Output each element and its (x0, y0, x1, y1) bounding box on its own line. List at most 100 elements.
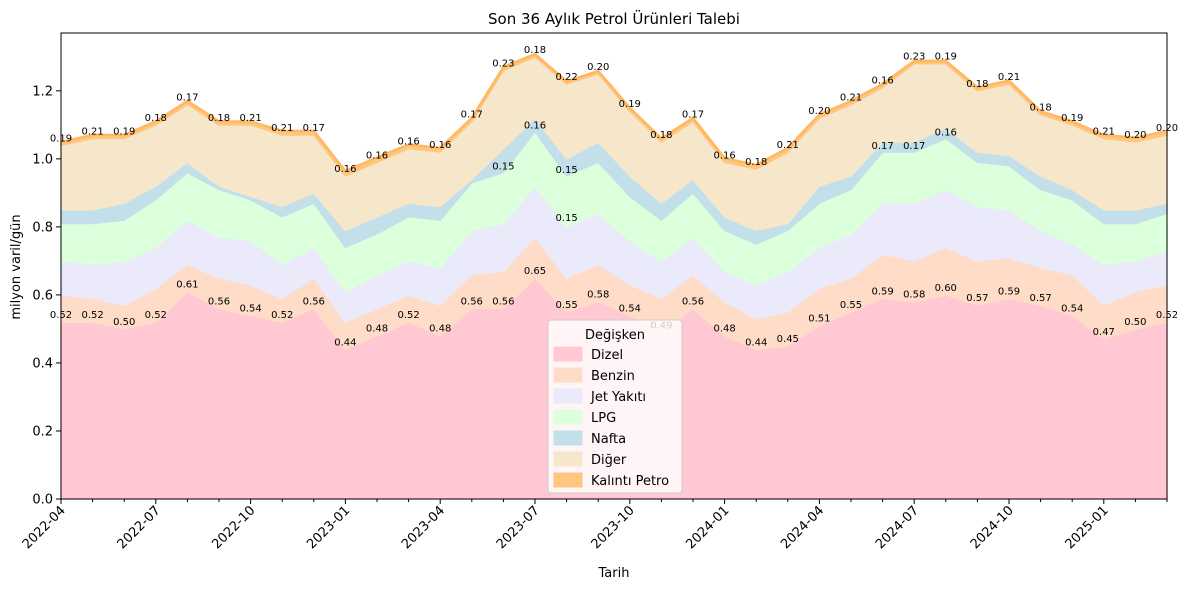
data-label: 0.17 (903, 141, 925, 152)
axes-frame (60, 32, 1168, 500)
legend-swatch-lpg (553, 409, 583, 425)
data-label: 0.20 (808, 106, 830, 117)
legend-entry-kalinti-petro: Kalıntı Petro (591, 474, 669, 489)
data-label: 0.18 (208, 113, 230, 124)
y-tick-label: 0.2 (32, 424, 53, 439)
data-label: 0.16 (871, 75, 893, 86)
data-label: 0.52 (81, 310, 103, 321)
data-label: 0.17 (871, 141, 893, 152)
data-label: 0.52 (145, 310, 167, 321)
data-label: 0.18 (966, 79, 988, 90)
chart-title: Son 36 Aylık Petrol Ürünleri Talebi (488, 9, 740, 28)
legend-entry-nafta: Nafta (591, 432, 626, 447)
data-label: 0.16 (429, 140, 451, 151)
y-axis-label: milyon varil/gün (9, 214, 24, 319)
data-label: 0.48 (366, 324, 388, 335)
data-label: 0.21 (1093, 126, 1115, 137)
data-label: 0.55 (840, 300, 862, 311)
top-edge-line (60, 52, 1168, 173)
data-label: 0.15 (555, 165, 577, 176)
data-label: 0.44 (334, 337, 356, 348)
data-label: 0.17 (303, 123, 325, 134)
data-label: 0.21 (840, 92, 862, 103)
data-label: 0.54 (619, 303, 641, 314)
plot-area: 0.52 0.52 0.50 0.52 0.61 0.56 0.54 0.52 0.56 0.44… (20, 32, 1178, 552)
data-label: 0.20 (587, 62, 609, 73)
y-tick-label: 1.0 (32, 152, 53, 167)
data-label: 0.58 (587, 290, 609, 301)
data-label: 0.56 (461, 297, 483, 308)
data-label: 0.23 (903, 52, 925, 63)
data-label: 0.50 (1124, 317, 1146, 328)
legend-swatch-kalinti-petro (553, 472, 583, 488)
data-label: 0.56 (492, 297, 514, 308)
data-label: 0.21 (271, 123, 293, 134)
data-label: 0.52 (397, 310, 419, 321)
data-label: 0.16 (935, 127, 957, 138)
data-label: 0.54 (239, 303, 261, 314)
data-label: 0.19 (113, 126, 135, 137)
data-label: 0.61 (176, 280, 198, 291)
legend-entry-benzin: Benzin (591, 369, 635, 384)
data-label: 0.17 (461, 109, 483, 120)
data-label: 0.18 (650, 130, 672, 141)
y-tick-label: 0.6 (32, 288, 53, 303)
legend-swatch-dizel (553, 346, 583, 362)
data-label: 0.48 (713, 324, 735, 335)
data-label: 0.44 (745, 337, 767, 348)
data-label: 0.21 (81, 126, 103, 137)
data-label: 0.16 (713, 150, 735, 161)
data-label: 0.19 (619, 99, 641, 110)
legend-title: Değişken (585, 328, 645, 343)
y-tick-label: 1.2 (32, 84, 53, 99)
data-label: 0.57 (1029, 293, 1051, 304)
data-label: 0.59 (871, 286, 893, 297)
data-label: 0.17 (682, 109, 704, 120)
data-label: 0.16 (524, 121, 546, 132)
data-label: 0.16 (397, 137, 419, 148)
legend-swatch-benzin (553, 367, 583, 383)
data-label: 0.21 (239, 113, 261, 124)
data-label: 0.23 (492, 58, 514, 69)
data-label: 0.19 (935, 52, 957, 63)
data-label: 0.22 (555, 72, 577, 83)
data-label: 0.18 (745, 157, 767, 168)
data-label: 0.54 (1061, 303, 1083, 314)
data-label: 0.18 (145, 113, 167, 124)
data-label: 0.19 (1061, 113, 1083, 124)
data-label: 0.18 (1029, 103, 1051, 114)
legend-swatch-jet-yakiti (553, 388, 583, 404)
data-label: 0.55 (555, 300, 577, 311)
data-label: 0.51 (808, 314, 830, 325)
data-label: 0.56 (303, 297, 325, 308)
data-label: 0.65 (524, 266, 546, 277)
legend-entry-dizel: Dizel (591, 348, 623, 363)
legend-entry-jet-yakiti: Jet Yakıtı (590, 390, 646, 405)
x-axis-label: Tarih (598, 566, 630, 581)
data-label: 0.48 (429, 324, 451, 335)
y-tick-label: 0.0 (32, 493, 53, 508)
legend-entry-diger: Diğer (591, 453, 627, 468)
data-label: 0.20 (1124, 130, 1146, 141)
data-label: 0.57 (966, 293, 988, 304)
legend-swatch-nafta (553, 430, 583, 446)
data-label: 0.56 (208, 297, 230, 308)
data-label: 0.45 (777, 334, 799, 345)
data-label: 0.60 (935, 283, 957, 294)
y-tick-label: 0.4 (32, 356, 53, 371)
legend-swatch-diger (553, 451, 583, 467)
legend-box (547, 319, 683, 494)
data-label: 0.59 (998, 286, 1020, 297)
data-label: 0.17 (176, 92, 198, 103)
data-label: 0.15 (492, 161, 514, 172)
data-label: 0.15 (555, 213, 577, 224)
legend: Değişken Dizel Benzin Jet Yakıtı LPG Nafta Diğ… (547, 319, 683, 494)
y-tick-label: 0.8 (32, 220, 53, 235)
data-label: 0.56 (682, 297, 704, 308)
data-label: 0.58 (903, 290, 925, 301)
data-label: 0.21 (777, 140, 799, 151)
data-label: 0.52 (271, 310, 293, 321)
data-label: 0.21 (998, 72, 1020, 83)
data-label: 0.16 (334, 164, 356, 175)
